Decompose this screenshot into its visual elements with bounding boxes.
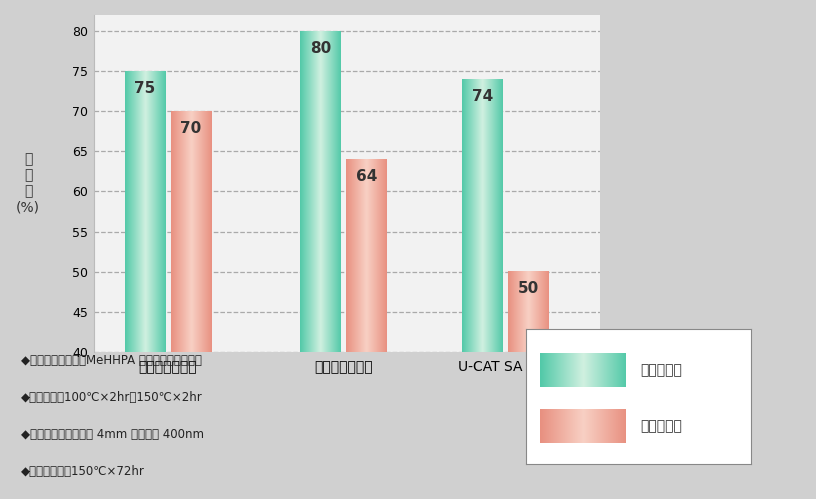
Text: 80: 80 — [310, 40, 331, 55]
Text: 50: 50 — [517, 281, 539, 296]
Text: 74: 74 — [472, 89, 493, 104]
Text: 耗熱試験前: 耗熱試験前 — [641, 363, 683, 377]
Text: 64: 64 — [356, 169, 377, 184]
Text: ◆硬化条件：100℃×2hr＋150℃×2hr: ◆硬化条件：100℃×2hr＋150℃×2hr — [21, 391, 203, 404]
Text: ◆脆環式エポキシ＋MeHHPA 硬化系にて配合硬化: ◆脆環式エポキシ＋MeHHPA 硬化系にて配合硬化 — [21, 354, 202, 367]
Text: ◆透過率測定：成形物 4mm 厚、波長 400nm: ◆透過率測定：成形物 4mm 厚、波長 400nm — [21, 428, 204, 441]
Text: 耗熱試験後: 耗熱試験後 — [641, 419, 683, 433]
Text: 透
過
率
(%): 透 過 率 (%) — [16, 152, 40, 215]
Text: 70: 70 — [180, 121, 202, 136]
Text: 75: 75 — [135, 81, 156, 96]
Text: ◆耗熱性試験：150℃×72hr: ◆耗熱性試験：150℃×72hr — [21, 465, 145, 478]
